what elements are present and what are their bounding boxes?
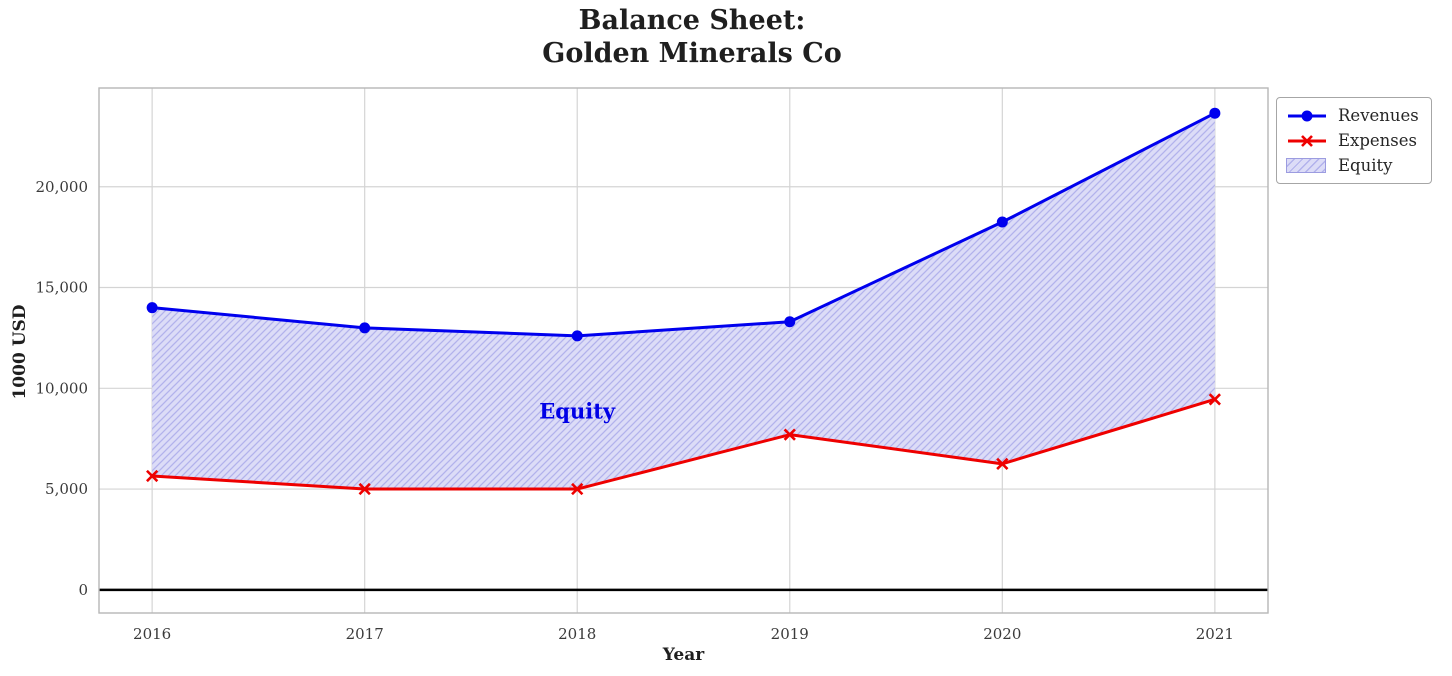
expenses-line-icon [1286,132,1328,150]
swatch-marker [1301,134,1313,147]
y-tick-label: 10,000 [36,379,89,397]
legend-item-equity: Equity [1286,156,1419,175]
plot-border [98,87,1269,614]
equity-fill-area [152,113,1215,490]
y-tick-label: 5,000 [45,480,88,498]
revenues-swatch-svg [1288,110,1326,121]
chart-title-line2: Golden Minerals Co [542,38,842,69]
y-tick-label: 0 [78,581,88,599]
expenses-point [1208,393,1221,406]
chart-title: Balance Sheet: Golden Minerals Co [99,4,1285,70]
x-tick-label: 2016 [133,625,171,643]
revenues-line [151,111,1216,338]
legend-label-revenues: Revenues [1338,106,1419,125]
x-tick-label: 2021 [1196,625,1234,643]
legend-item-revenues: Revenues [1286,106,1419,125]
legend: Revenues Expenses Equity [1276,97,1432,184]
x-tick-label: 2020 [983,625,1021,643]
y-axis-label: 1000 USD [10,304,30,400]
revenues-point [996,216,1008,228]
x-tick-label: 2017 [346,625,384,643]
expenses-point [571,482,584,496]
y-tick-label: 15,000 [36,279,89,297]
expenses-point [146,469,159,483]
revenues-point [1209,107,1221,119]
expenses-swatch-svg [1288,134,1326,147]
expenses-point [996,457,1009,470]
x-axis-label: Year [662,645,705,665]
chart-title-line1: Balance Sheet: [578,5,806,36]
equity-area-label: Equity [539,398,616,424]
x-tick-label: 2019 [771,625,809,643]
revenues-point [571,330,583,342]
x-tick-label: 2018 [558,625,596,643]
swatch-marker [1301,110,1313,121]
revenues-point [784,316,796,328]
expenses-point [358,482,371,496]
revenues-line-icon [1286,107,1328,125]
revenues-point [359,322,371,334]
revenues-point [146,302,158,314]
expenses-point [783,428,796,441]
equity-hatch-patch [1286,158,1326,173]
legend-label-equity: Equity [1338,156,1393,175]
equity-hatch-icon [1286,157,1328,175]
expenses-line [152,397,1216,491]
legend-item-expenses: Expenses [1286,131,1419,150]
legend-label-expenses: Expenses [1338,131,1418,150]
y-tick-label: 20,000 [36,178,89,196]
